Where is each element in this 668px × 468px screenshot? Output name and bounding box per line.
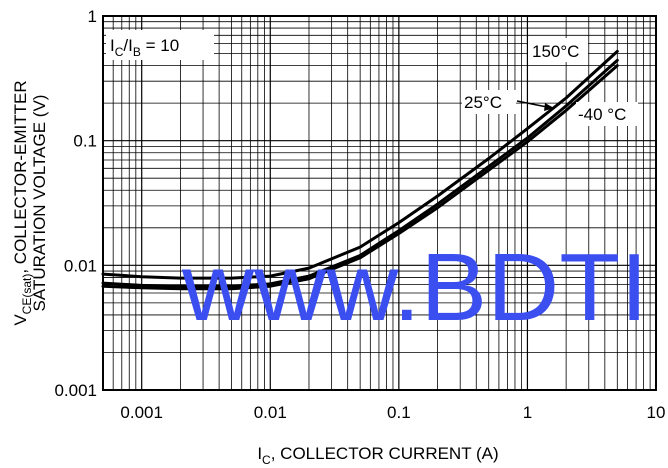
series-label-150: 150°C <box>532 42 579 61</box>
x-tick-labels: 0.001 0.01 0.1 1 10 <box>120 403 665 422</box>
condition-box <box>106 30 214 60</box>
x-tick-label: 0.001 <box>120 403 163 422</box>
y-axis-title-line1: VCE(sat), COLLECTOR-EMITTER <box>11 80 34 325</box>
plot-frame <box>102 15 657 391</box>
label-bg-25 <box>462 90 516 114</box>
label-bg-150 <box>528 38 588 62</box>
watermark-text: www.BDTI <box>181 234 648 341</box>
x-tick-label: 0.01 <box>254 403 287 422</box>
series-line-1 <box>101 58 619 288</box>
plot-area <box>103 16 656 390</box>
x-axis-title: IC, COLLECTOR CURRENT (A) <box>257 444 498 467</box>
y-tick-label: 0.1 <box>73 132 97 151</box>
series-label-25: 25°C <box>464 93 502 112</box>
series-line-0 <box>101 49 619 280</box>
series-label-minus40: -40 °C <box>578 105 626 124</box>
y-tick-label: 1 <box>88 7 97 26</box>
x-tick-label: 1 <box>523 403 532 422</box>
condition-label: IC/IB = 10 <box>110 36 179 59</box>
label-bg-minus40 <box>576 102 638 126</box>
y-tick-label: 0.001 <box>54 381 97 400</box>
y-tick-labels: 0.001 0.01 0.1 1 <box>54 7 97 400</box>
series-pointer-25-arrow <box>544 103 554 111</box>
x-tick-label: 10 <box>647 403 666 422</box>
y-axis-title-line2: SATURATION VOLTAGE (V) <box>30 95 49 312</box>
curves <box>101 49 619 291</box>
grid-lines <box>103 16 656 390</box>
series-line-2 <box>101 64 619 291</box>
y-tick-label: 0.01 <box>64 256 97 275</box>
x-tick-label: 0.1 <box>387 403 411 422</box>
